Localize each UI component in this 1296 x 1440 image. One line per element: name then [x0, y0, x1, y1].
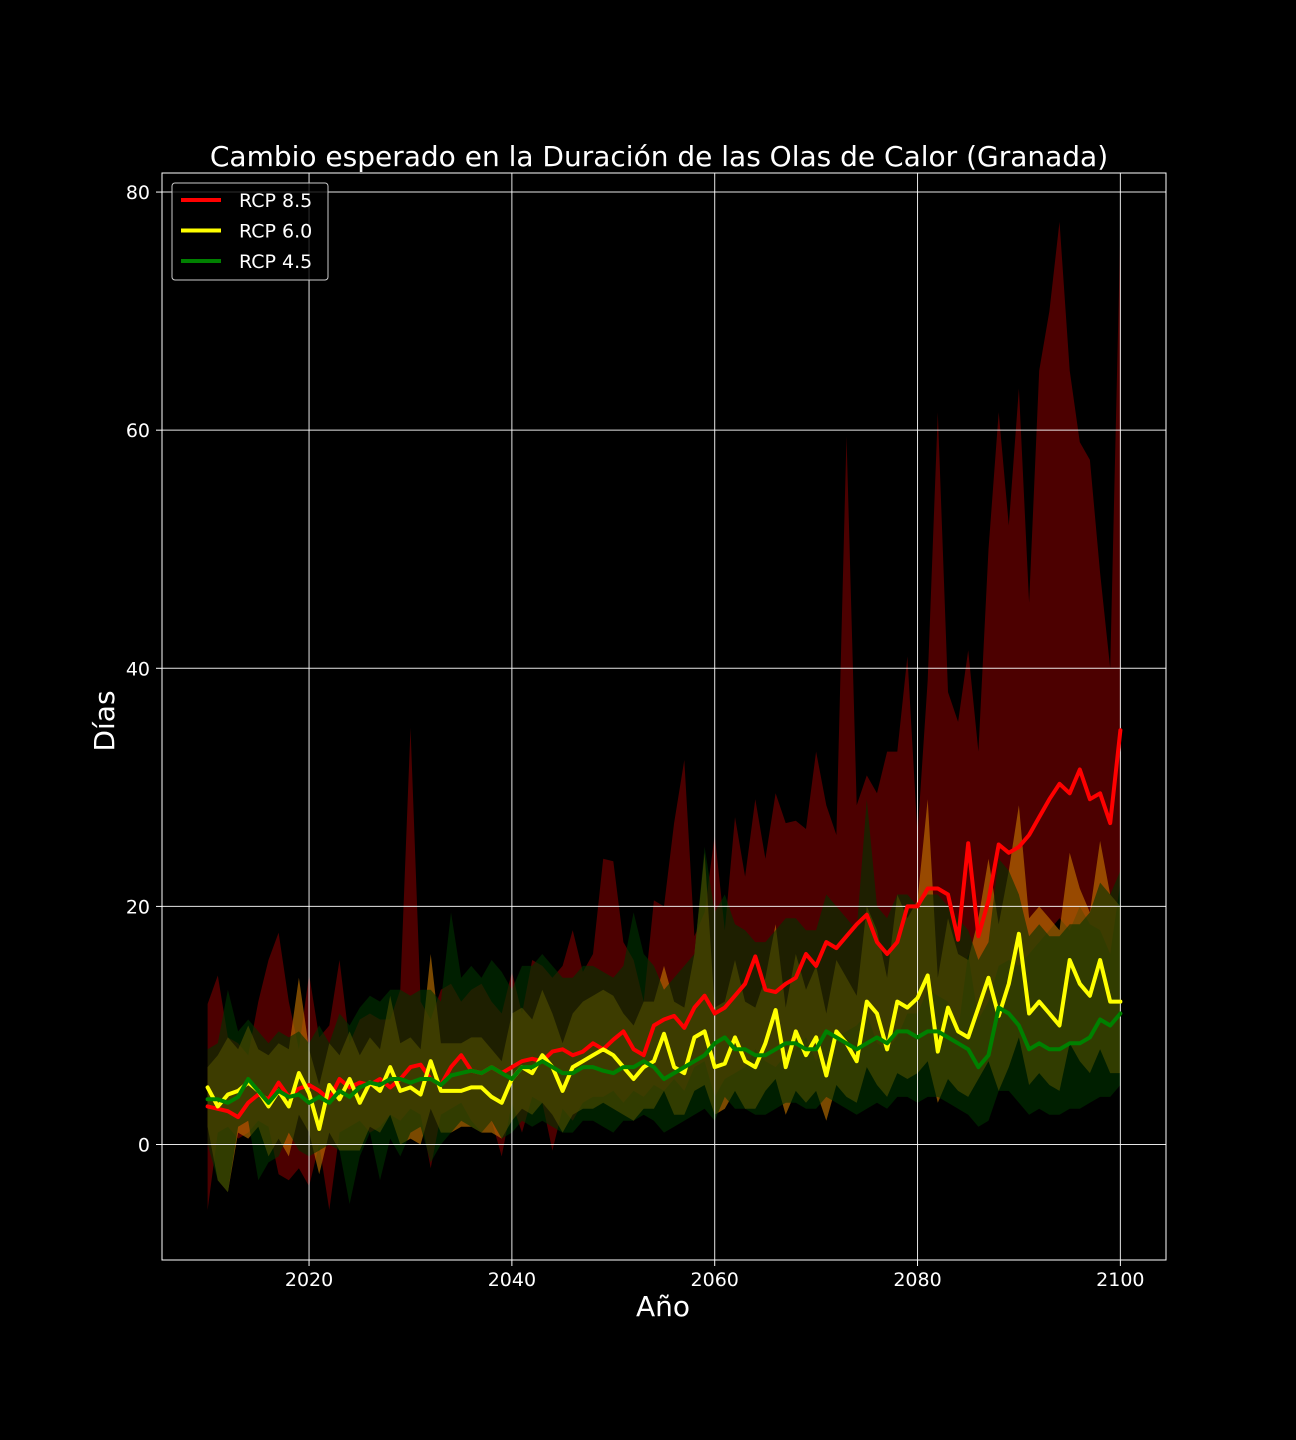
x-axis-ticks: 2020 2040 2060 2080 2100 [285, 1260, 1145, 1291]
line-rcp-4-5 [205, 1005, 1123, 1105]
legend-box [171, 182, 329, 281]
x-tick-label: 2100 [1096, 1269, 1144, 1291]
y-tick-label: 20 [126, 896, 150, 918]
legend-label: RCP 6.0 [239, 221, 312, 243]
legend: RCP 8.5 RCP 6.0 RCP 4.5 [171, 182, 329, 281]
grid-lines [162, 173, 1166, 1260]
y-axis-ticks: 0 20 40 60 80 [126, 182, 162, 1157]
legend-label: RCP 4.5 [239, 251, 312, 273]
line-rcp-6-0 [205, 931, 1123, 1131]
x-axis-title: Año [636, 1290, 690, 1323]
x-tick-label: 2040 [488, 1269, 536, 1291]
y-axis-title: Días [88, 690, 121, 751]
legend-label: RCP 8.5 [239, 190, 312, 212]
x-tick-label: 2080 [893, 1269, 941, 1291]
x-tick-label: 2020 [285, 1269, 333, 1291]
chart-title: Cambio esperado en la Duración de las Ol… [210, 140, 1108, 173]
y-tick-label: 60 [126, 420, 150, 442]
line-rcp-8-5 [205, 728, 1123, 1120]
y-tick-label: 40 [126, 658, 150, 680]
x-tick-label: 2060 [691, 1269, 739, 1291]
plot-frame [161, 172, 1167, 1261]
series-lines [205, 728, 1123, 1131]
y-tick-label: 80 [126, 182, 150, 204]
uncertainty-bands [207, 221, 1121, 1211]
y-tick-label: 0 [138, 1135, 150, 1157]
band-rcp-4-5 [207, 799, 1121, 1204]
